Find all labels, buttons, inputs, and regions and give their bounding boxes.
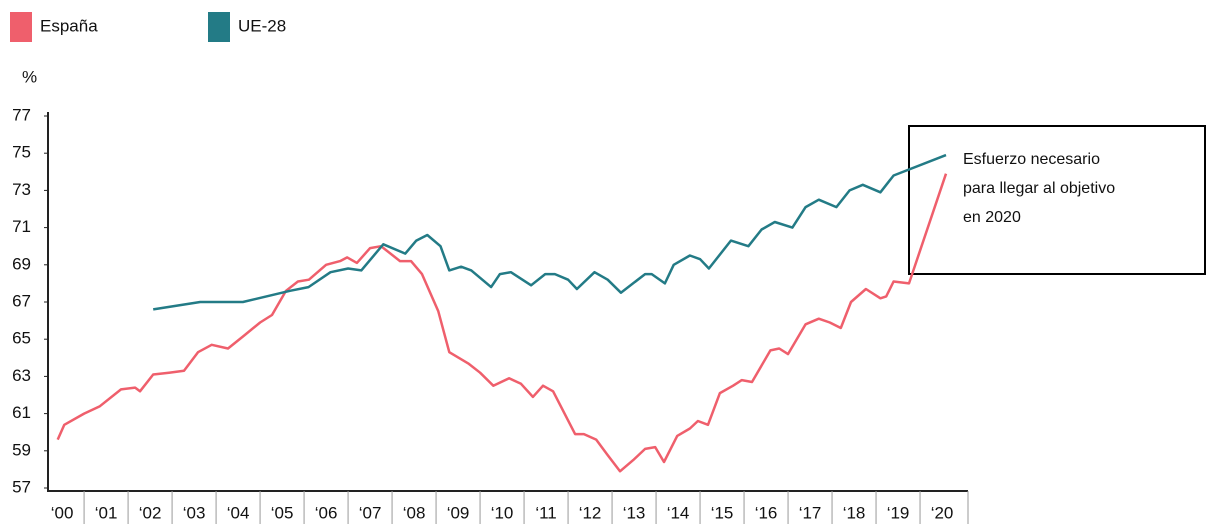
x-tick-label: ‘03 — [183, 503, 206, 522]
x-tick-label: ‘17 — [799, 503, 822, 522]
x-tick-label: ‘16 — [755, 503, 778, 522]
y-tick-label: 61 — [12, 403, 31, 422]
y-tick-label: 67 — [12, 291, 31, 310]
x-tick-label: ‘09 — [447, 503, 470, 522]
x-tick-label: ‘04 — [227, 503, 250, 522]
y-tick-label: 77 — [12, 105, 31, 124]
x-tick-label: ‘02 — [139, 503, 162, 522]
x-tick-label: ‘13 — [623, 503, 646, 522]
x-tick-label: ‘10 — [491, 503, 514, 522]
x-tick-label: ‘08 — [403, 503, 426, 522]
x-tick-label: ‘00 — [51, 503, 74, 522]
y-tick-label: 57 — [12, 477, 31, 496]
y-axis-label: % — [22, 67, 37, 86]
x-tick-label: ‘12 — [579, 503, 602, 522]
y-tick-label: 75 — [12, 143, 31, 162]
legend-swatch — [10, 12, 32, 42]
y-tick-label: 71 — [12, 217, 31, 236]
x-tick-label: ‘15 — [711, 503, 734, 522]
annotation-line: para llegar al objetivo — [963, 180, 1115, 197]
x-tick-label: ‘19 — [887, 503, 910, 522]
x-tick-label: ‘20 — [931, 503, 954, 522]
x-tick-label: ‘06 — [315, 503, 338, 522]
legend-label: UE-28 — [238, 16, 286, 35]
x-tick-label: ‘18 — [843, 503, 866, 522]
legend-swatch — [208, 12, 230, 42]
series-line — [153, 153, 947, 311]
y-tick-label: 65 — [12, 329, 31, 348]
x-tick-label: ‘11 — [535, 503, 556, 522]
annotation-line: en 2020 — [963, 209, 1021, 226]
annotation-line: Esfuerzo necesario — [963, 151, 1100, 168]
x-tick-label: ‘14 — [667, 503, 690, 522]
y-tick-label: 69 — [12, 254, 31, 273]
y-tick-label: 59 — [12, 440, 31, 459]
annotation-box — [908, 125, 1206, 275]
y-tick-label: 73 — [12, 180, 31, 199]
x-tick-label: ‘05 — [271, 503, 294, 522]
legend-label: España — [40, 16, 98, 35]
x-tick-label: ‘01 — [95, 503, 118, 522]
x-tick-label: ‘07 — [359, 503, 382, 522]
series-line — [56, 173, 948, 473]
y-tick-label: 63 — [12, 366, 31, 385]
